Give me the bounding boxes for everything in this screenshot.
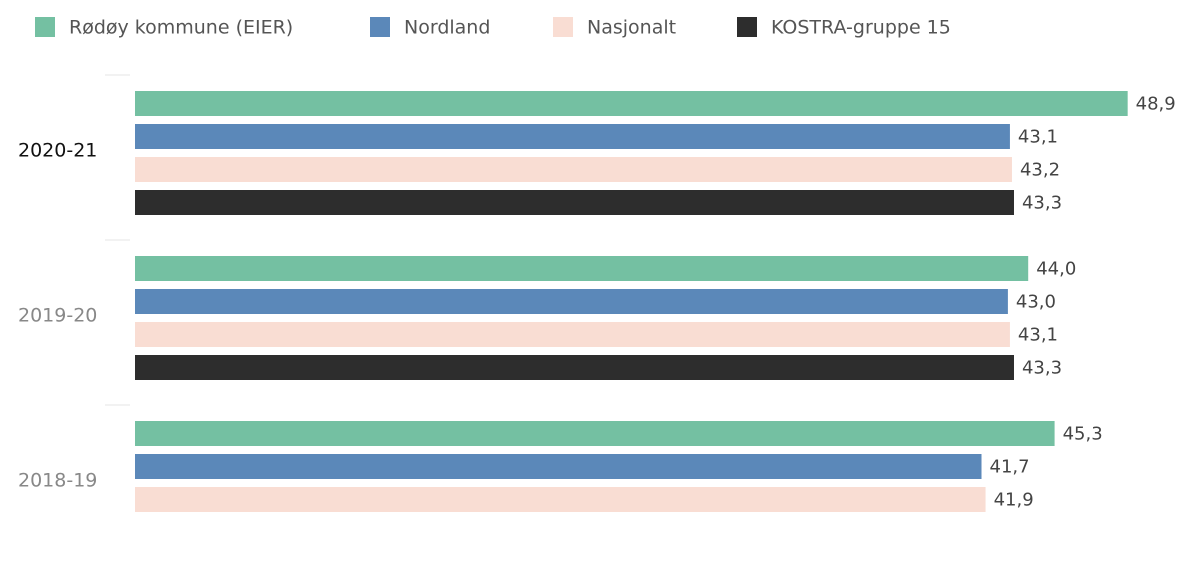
legend-label: Nordland (404, 17, 490, 39)
category-label: 2018-19 (18, 470, 97, 492)
value-label: 43,3 (1022, 358, 1062, 379)
value-label: 48,9 (1136, 94, 1176, 115)
value-label: 41,9 (994, 490, 1034, 511)
value-label: 45,3 (1063, 424, 1103, 445)
legend-label: Nasjonalt (587, 17, 676, 39)
bar (135, 289, 1008, 314)
bar (135, 355, 1014, 380)
category-label: 2019-20 (18, 305, 97, 327)
value-label: 41,7 (990, 457, 1030, 478)
bar (135, 256, 1029, 281)
bar (135, 487, 986, 512)
value-label: 43,1 (1018, 127, 1058, 148)
legend-swatch (370, 17, 390, 37)
bar (135, 322, 1010, 347)
bar (135, 190, 1014, 215)
legend-label: KOSTRA-gruppe 15 (771, 17, 951, 39)
value-label: 43,3 (1022, 193, 1062, 214)
legend-swatch (737, 17, 757, 37)
bar (135, 91, 1128, 116)
value-label: 44,0 (1036, 259, 1076, 280)
legend-swatch (35, 17, 55, 37)
bar (135, 421, 1055, 446)
value-label: 43,0 (1016, 292, 1056, 313)
category-label: 2020-21 (18, 140, 97, 162)
value-label: 43,1 (1018, 325, 1058, 346)
legend-label: Rødøy kommune (EIER) (69, 17, 293, 39)
value-label: 43,2 (1020, 160, 1060, 181)
bar (135, 157, 1012, 182)
bar (135, 454, 982, 479)
bar (135, 124, 1010, 149)
legend-swatch (553, 17, 573, 37)
